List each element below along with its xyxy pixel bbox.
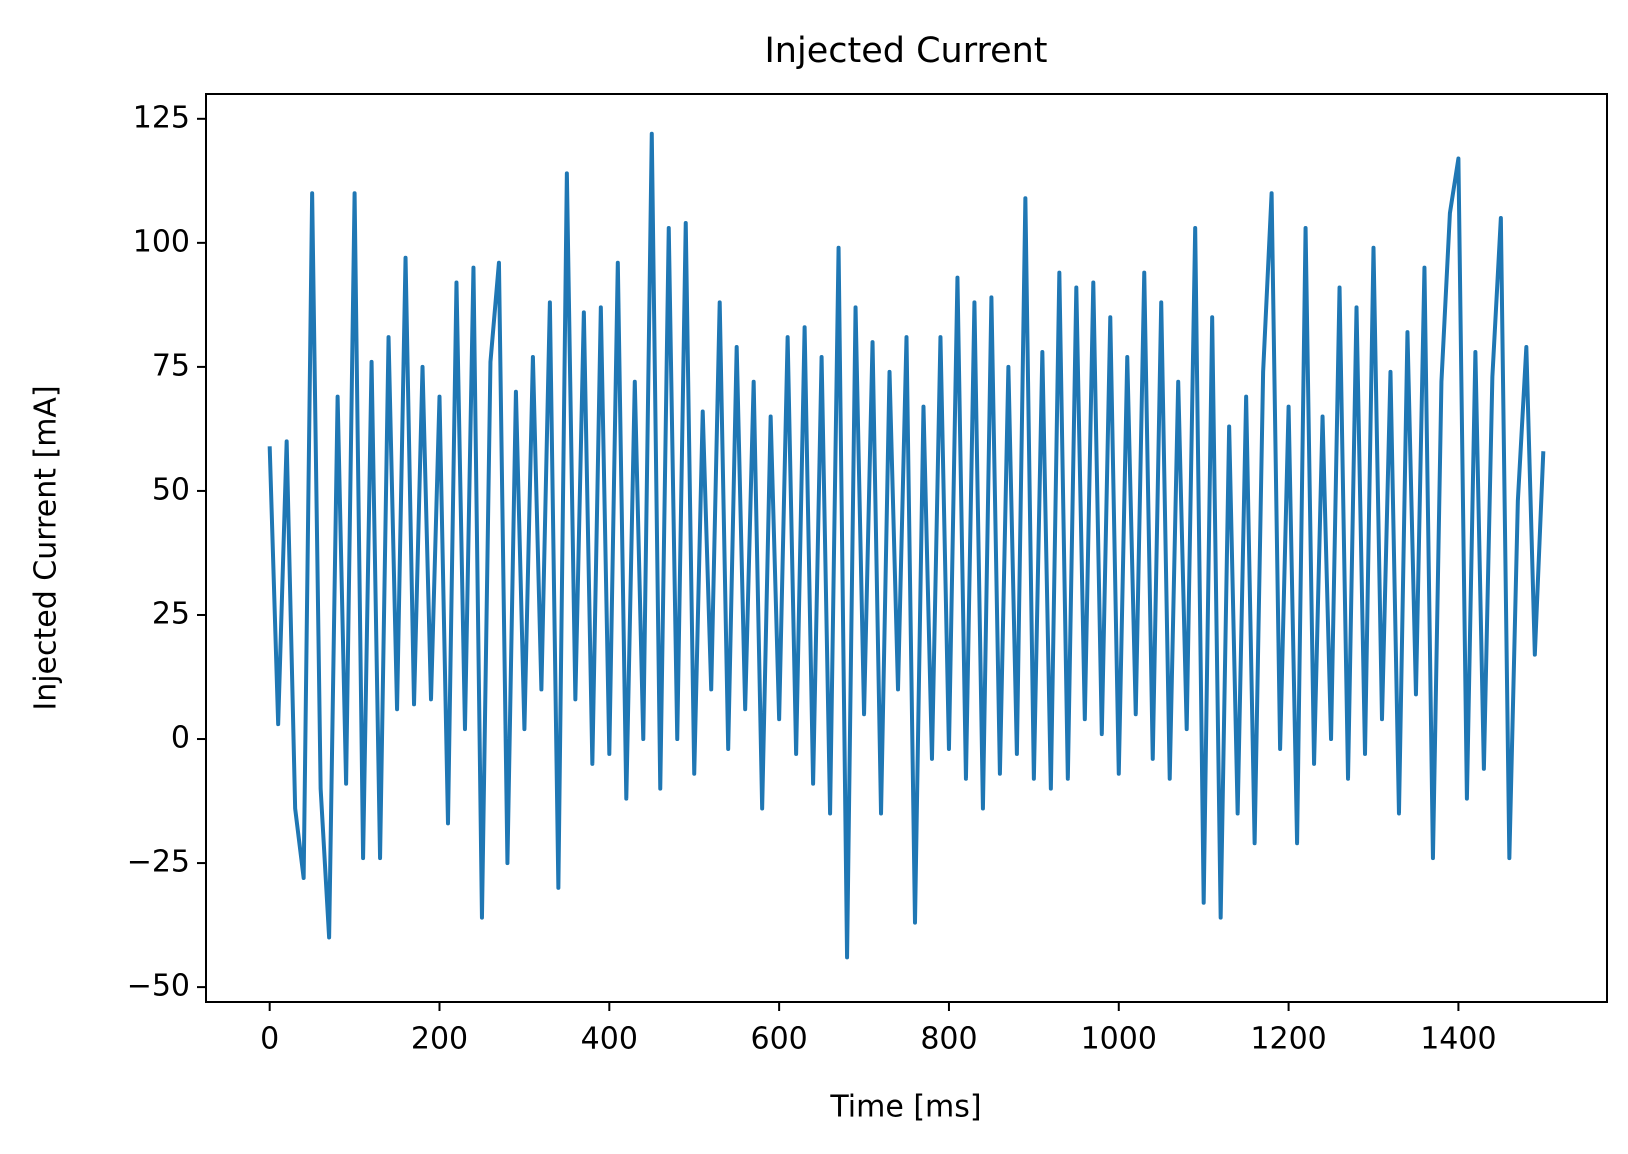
y-tick-label: 125	[133, 100, 190, 135]
plot-frame	[205, 93, 1608, 1003]
y-tick-label: 100	[133, 224, 190, 259]
x-tick-label: 1200	[1250, 1022, 1326, 1057]
y-tick-label: 75	[152, 348, 190, 383]
y-tick-label: −25	[127, 845, 190, 880]
y-tick-label: 50	[152, 472, 190, 507]
y-tick-label: 25	[152, 596, 190, 631]
x-tick-label: 400	[581, 1022, 638, 1057]
x-tick-label: 0	[260, 1022, 279, 1057]
x-tick-label: 800	[920, 1022, 977, 1057]
y-tick-label: −50	[127, 969, 190, 1004]
x-tick-label: 1400	[1420, 1022, 1496, 1057]
data-line	[267, 131, 1546, 960]
x-tick-label: 200	[411, 1022, 468, 1057]
y-tick-label: 0	[171, 721, 190, 756]
x-tick-label: 600	[751, 1022, 808, 1057]
y-axis-label: Injected Current [mA]	[29, 385, 64, 710]
chart-title: Injected Current	[764, 31, 1047, 71]
x-tick-label: 1000	[1081, 1022, 1157, 1057]
x-axis-label: Time [ms]	[829, 1090, 981, 1125]
